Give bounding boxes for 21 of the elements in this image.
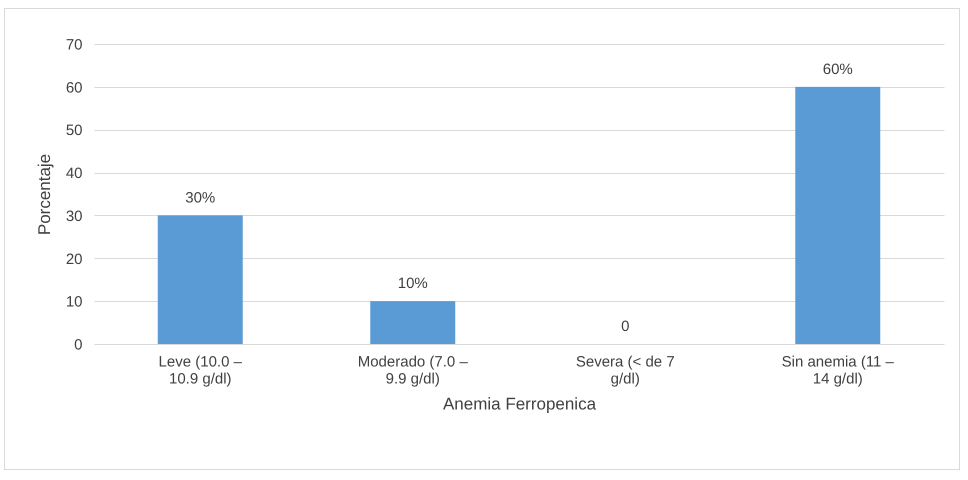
bar: [158, 215, 243, 344]
x-tick-label: Sin anemia (11 – 14 g/dl): [782, 354, 895, 388]
data-label: 60%: [822, 60, 853, 78]
y-tick-label: 40: [66, 165, 82, 182]
data-label: 0: [621, 318, 630, 335]
x-tick-label: Severa (< de 7 g/dl): [576, 354, 675, 388]
bar: [370, 301, 456, 344]
y-tick-label: 30: [66, 208, 82, 225]
y-axis-title: Porcentaje: [34, 154, 54, 236]
y-tick-label: 10: [66, 294, 82, 311]
y-tick-label: 50: [66, 122, 82, 140]
data-label: 30%: [185, 189, 216, 206]
y-tick-label: 0: [74, 336, 82, 354]
bar: [795, 86, 880, 344]
y-tick-label: 60: [66, 79, 82, 96]
x-axis-title: Anemia Ferropenica: [442, 394, 597, 414]
x-tick-label: Moderado (7.0 – 9.9 g/dl): [358, 354, 468, 388]
data-label: 10%: [398, 275, 428, 292]
y-tick-label: 70: [66, 36, 82, 54]
y-tick-label: 20: [66, 250, 82, 268]
x-tick-label: Leve (10.0 – 10.9 g/dl): [158, 354, 243, 388]
